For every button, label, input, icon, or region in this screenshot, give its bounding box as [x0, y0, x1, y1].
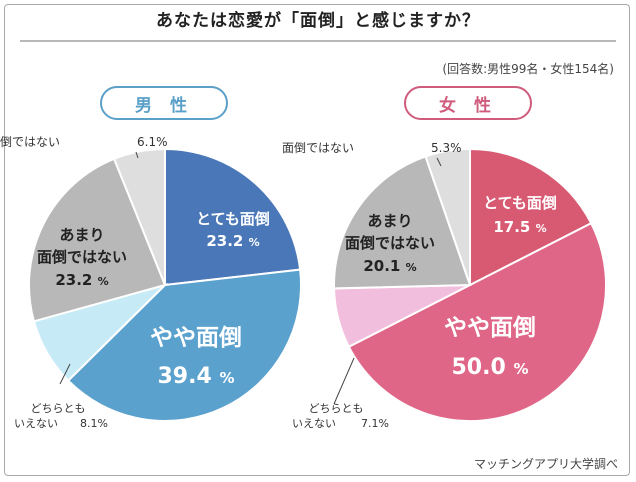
female-slice-3-label: 面倒ではない — [345, 234, 435, 252]
male-slice-2-label: いえない — [14, 417, 58, 430]
female-slice-1-value: 50.0 % — [452, 355, 529, 380]
female-slice-3-label: あまり — [367, 212, 412, 230]
male-slice-3 — [28, 157, 167, 323]
male-slice-4 — [112, 147, 166, 286]
female-slice-3-value: 20.1 % — [363, 257, 416, 275]
male-slice-1-label: やや面倒 — [150, 324, 242, 351]
female-heading: 女 性 — [404, 86, 532, 120]
title-divider — [20, 40, 616, 42]
respondent-count: (回答数:男性99名・女性154名) — [442, 62, 614, 76]
male-slice-4-label: 面倒ではない — [0, 135, 60, 149]
male-slice-0-label: とても面倒 — [196, 210, 270, 228]
male-slice-1-value: 39.4 % — [158, 364, 235, 389]
source-note: マッチングアプリ大学調べ — [473, 457, 618, 471]
female-slice-4 — [424, 147, 471, 286]
male-heading: 男 性 — [100, 86, 228, 120]
male-leader-2 — [59, 363, 71, 385]
female-slice-2-label: どちらとも — [309, 402, 364, 415]
female-slice-4-value: 5.3% — [431, 141, 462, 155]
male-slice-0-value: 23.2 % — [206, 232, 259, 250]
female-leader-2 — [333, 357, 355, 405]
male-slice-1 — [66, 268, 302, 422]
female-slice-0-value: 17.5 % — [493, 218, 546, 236]
female-leader-4 — [436, 157, 442, 167]
female-slice-0-label: とても面倒 — [483, 194, 557, 212]
male-slice-4-value: 6.1% — [137, 135, 168, 149]
female-slice-1-label: やや面倒 — [444, 314, 536, 341]
male-slice-2-value: 8.1% — [80, 417, 108, 430]
male-slice-0 — [164, 147, 302, 287]
female-slice-2-value: 7.1% — [361, 417, 389, 430]
male-slice-2-label: どちらとも — [31, 402, 86, 415]
male-slice-3-label: あまり — [59, 226, 104, 244]
chart-title: あなたは恋愛が「面倒」と感じますか？ — [156, 11, 480, 31]
male-slice-3-label: 面倒ではない — [37, 248, 127, 266]
male-leader-4 — [135, 151, 139, 159]
female-slice-0 — [469, 147, 593, 287]
female-slice-2-label: いえない — [292, 417, 336, 430]
female-slice-1 — [347, 221, 607, 422]
male-slice-3-value: 23.2 % — [55, 271, 108, 289]
female-slice-4-label: 面倒ではない — [282, 141, 354, 155]
